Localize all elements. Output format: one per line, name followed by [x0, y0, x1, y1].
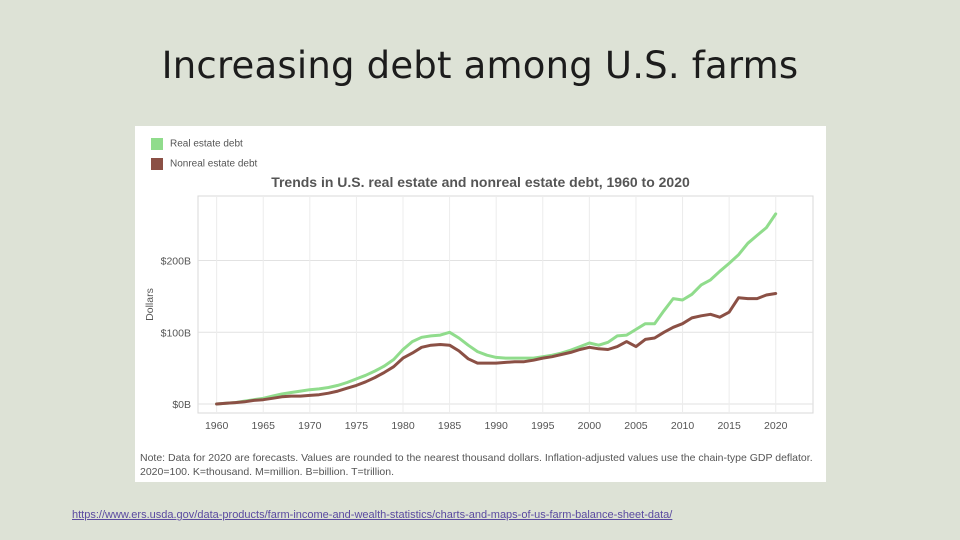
x-tick-label: 2010: [671, 420, 695, 432]
chart-note: Note: Data for 2020 are forecasts. Value…: [140, 452, 813, 478]
x-tick-label: 1975: [345, 420, 369, 432]
x-tick-label: 1965: [252, 420, 276, 432]
line-chart: $0B $100B $200B 1960 1965 1970 1975 1980 1985 199…: [144, 195, 814, 432]
series-line-nonreal-estate: [215, 292, 778, 406]
legend-label-real-estate: Real estate debt: [170, 138, 243, 150]
series-line-real-estate: [215, 212, 778, 406]
x-tick-label: 2000: [578, 420, 602, 432]
legend-label-nonreal-estate: Nonreal estate debt: [170, 158, 258, 170]
x-tick-label: 2005: [624, 420, 648, 432]
y-axis-label: Dollars: [144, 288, 156, 321]
slide-title: Increasing debt among U.S. farms: [161, 44, 799, 87]
x-tick-label: 1970: [298, 420, 322, 432]
y-tick-label: $0B: [172, 399, 191, 411]
chart-title: Trends in U.S. real estate and nonreal e…: [271, 174, 690, 190]
plot-area: [197, 195, 814, 414]
x-tick-label: 2020: [764, 420, 788, 432]
legend-swatch-real-estate: [151, 138, 163, 150]
y-tick-label: $200B: [161, 256, 191, 268]
y-tick-label: $100B: [161, 327, 191, 339]
x-tick-label: 2015: [717, 420, 741, 432]
x-tick-label: 1960: [205, 420, 229, 432]
chart-panel: Real estate debt Nonreal estate debt Tre…: [135, 126, 826, 482]
x-tick-label: 1985: [438, 420, 462, 432]
source-link[interactable]: https://www.ers.usda.gov/data-products/f…: [72, 509, 673, 521]
legend-item-real-estate[interactable]: Real estate debt: [151, 138, 243, 150]
legend-swatch-nonreal-estate: [151, 158, 163, 170]
x-tick-label: 1980: [391, 420, 415, 432]
x-tick-label: 1995: [531, 420, 555, 432]
x-tick-label: 1990: [485, 420, 509, 432]
legend-item-nonreal-estate[interactable]: Nonreal estate debt: [151, 158, 257, 170]
